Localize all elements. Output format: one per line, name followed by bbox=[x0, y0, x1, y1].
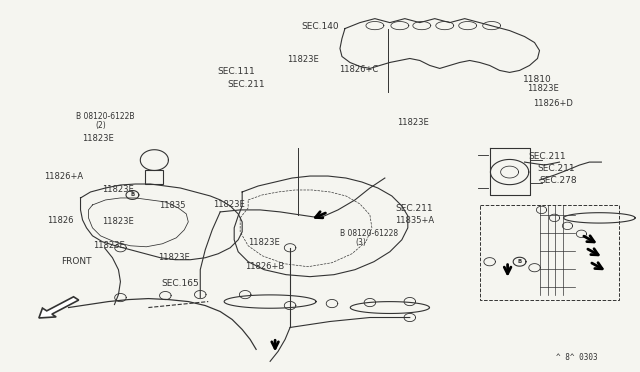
Text: FRONT: FRONT bbox=[61, 257, 92, 266]
Text: B 08120-6122B: B 08120-6122B bbox=[76, 112, 134, 121]
Text: 11826+A: 11826+A bbox=[44, 172, 83, 181]
Text: 11835+A: 11835+A bbox=[396, 216, 435, 225]
Text: 11826+D: 11826+D bbox=[533, 99, 573, 108]
Text: SEC.211: SEC.211 bbox=[528, 152, 566, 161]
Text: SEC.165: SEC.165 bbox=[162, 279, 200, 288]
Text: 11823E: 11823E bbox=[93, 241, 124, 250]
Text: B: B bbox=[518, 259, 522, 264]
Text: 11826: 11826 bbox=[47, 216, 73, 225]
Text: 11823E: 11823E bbox=[397, 118, 428, 127]
Text: (3): (3) bbox=[356, 238, 367, 247]
Text: 11823E: 11823E bbox=[527, 84, 559, 93]
Text: 11835: 11835 bbox=[159, 201, 186, 210]
Text: SEC.211: SEC.211 bbox=[227, 80, 265, 89]
Text: SEC.278: SEC.278 bbox=[540, 176, 577, 185]
Text: ^ 8^ 0303: ^ 8^ 0303 bbox=[556, 353, 598, 362]
Text: SEC.211: SEC.211 bbox=[537, 164, 575, 173]
Text: 11823E: 11823E bbox=[83, 134, 114, 143]
Text: 11823E: 11823E bbox=[158, 253, 189, 262]
Text: 11823E: 11823E bbox=[248, 238, 280, 247]
Text: 11810: 11810 bbox=[523, 75, 552, 84]
Text: 11826+B: 11826+B bbox=[244, 262, 284, 271]
Bar bbox=[145, 170, 163, 184]
Text: SEC.140: SEC.140 bbox=[301, 22, 339, 31]
FancyArrow shape bbox=[39, 297, 79, 318]
Text: SEC.111: SEC.111 bbox=[218, 67, 255, 76]
Text: B 08120-61228: B 08120-61228 bbox=[340, 229, 399, 238]
Text: 11823E: 11823E bbox=[212, 200, 244, 209]
Text: 11823E: 11823E bbox=[287, 55, 319, 64]
Text: SEC.211: SEC.211 bbox=[396, 205, 433, 214]
Text: 11823E: 11823E bbox=[102, 185, 133, 194]
Text: (2): (2) bbox=[95, 121, 106, 130]
Text: 11823E: 11823E bbox=[102, 217, 133, 226]
Text: B: B bbox=[131, 192, 134, 198]
Text: 11826+C: 11826+C bbox=[339, 65, 378, 74]
